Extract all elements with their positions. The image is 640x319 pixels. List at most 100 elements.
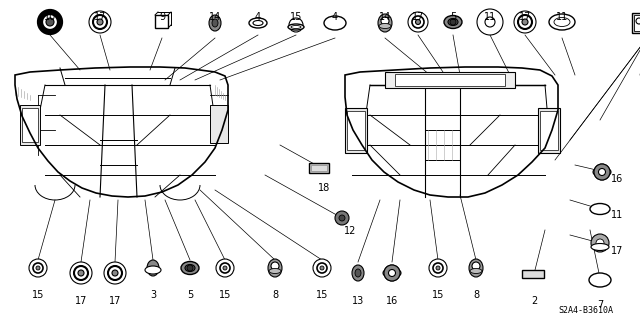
Circle shape: [223, 266, 227, 270]
Circle shape: [450, 19, 456, 25]
Circle shape: [320, 266, 324, 270]
Ellipse shape: [469, 259, 483, 277]
Text: 14: 14: [209, 12, 221, 22]
Circle shape: [36, 266, 40, 270]
Text: 13: 13: [352, 296, 364, 306]
Ellipse shape: [249, 18, 267, 28]
Text: 2: 2: [531, 296, 537, 306]
Text: 9: 9: [159, 12, 165, 22]
Text: 11: 11: [556, 12, 568, 22]
Text: 17: 17: [519, 12, 531, 22]
Ellipse shape: [288, 24, 304, 30]
Ellipse shape: [593, 167, 611, 177]
Circle shape: [514, 11, 536, 33]
Bar: [632, 13, 640, 33]
Circle shape: [78, 270, 84, 276]
Text: 11: 11: [611, 210, 623, 220]
Text: 11: 11: [484, 12, 496, 22]
Ellipse shape: [212, 19, 218, 27]
Text: 17: 17: [94, 12, 106, 22]
Circle shape: [187, 265, 193, 271]
Ellipse shape: [291, 26, 301, 28]
Circle shape: [429, 259, 447, 277]
Circle shape: [408, 12, 428, 32]
Text: 17: 17: [75, 296, 87, 306]
Text: 18: 18: [318, 183, 330, 193]
Circle shape: [74, 266, 88, 280]
Ellipse shape: [268, 259, 282, 277]
Bar: [22, 108, 38, 142]
Circle shape: [436, 266, 440, 270]
Ellipse shape: [378, 14, 392, 32]
Circle shape: [271, 262, 279, 270]
Ellipse shape: [355, 269, 361, 277]
Ellipse shape: [253, 20, 263, 26]
Circle shape: [384, 265, 400, 281]
Bar: [347, 111, 365, 150]
Text: 5: 5: [187, 290, 193, 300]
Circle shape: [220, 263, 230, 273]
Circle shape: [108, 266, 122, 280]
Ellipse shape: [590, 204, 610, 214]
Text: 8: 8: [272, 290, 278, 300]
Text: 16: 16: [611, 174, 623, 184]
Circle shape: [636, 18, 640, 24]
Text: 3: 3: [150, 290, 156, 300]
Bar: [540, 111, 558, 150]
Circle shape: [594, 164, 610, 180]
Ellipse shape: [383, 268, 401, 278]
Text: 7: 7: [597, 300, 603, 310]
Text: 14: 14: [379, 12, 391, 22]
Bar: [522, 270, 544, 278]
Circle shape: [40, 12, 60, 32]
Text: 15: 15: [290, 12, 302, 22]
Circle shape: [472, 262, 480, 270]
Bar: [345, 108, 367, 153]
Ellipse shape: [379, 24, 391, 28]
Ellipse shape: [209, 15, 221, 31]
Circle shape: [33, 263, 43, 273]
Ellipse shape: [589, 273, 611, 287]
Circle shape: [97, 19, 103, 25]
Ellipse shape: [444, 16, 462, 28]
Bar: [309, 163, 329, 173]
Ellipse shape: [185, 264, 195, 271]
Text: 8: 8: [473, 290, 479, 300]
Text: S2A4-B3610A: S2A4-B3610A: [558, 306, 613, 315]
Text: 17: 17: [611, 246, 623, 256]
Bar: [395, 74, 505, 86]
Text: 15: 15: [432, 290, 444, 300]
Bar: [155, 15, 168, 28]
Bar: [311, 165, 327, 171]
Circle shape: [596, 239, 604, 247]
Circle shape: [384, 265, 400, 281]
Circle shape: [112, 270, 118, 276]
Circle shape: [216, 259, 234, 277]
Circle shape: [317, 263, 327, 273]
Circle shape: [388, 270, 396, 277]
Ellipse shape: [181, 262, 199, 275]
Circle shape: [485, 17, 495, 27]
Circle shape: [339, 215, 345, 221]
Circle shape: [598, 168, 605, 175]
Circle shape: [591, 234, 609, 252]
Ellipse shape: [352, 265, 364, 281]
Bar: [210, 105, 228, 143]
Circle shape: [93, 15, 107, 29]
Circle shape: [477, 9, 503, 35]
Circle shape: [598, 168, 605, 175]
Circle shape: [412, 16, 424, 28]
Text: 12: 12: [344, 226, 356, 236]
Circle shape: [29, 259, 47, 277]
Text: 16: 16: [386, 296, 398, 306]
Circle shape: [70, 262, 92, 284]
Ellipse shape: [147, 260, 159, 276]
Circle shape: [415, 19, 420, 25]
Text: 4: 4: [332, 12, 338, 22]
Ellipse shape: [448, 19, 458, 26]
Bar: [538, 108, 560, 153]
Ellipse shape: [549, 14, 575, 30]
Circle shape: [46, 18, 54, 26]
Circle shape: [522, 19, 528, 25]
Text: 17: 17: [109, 296, 121, 306]
